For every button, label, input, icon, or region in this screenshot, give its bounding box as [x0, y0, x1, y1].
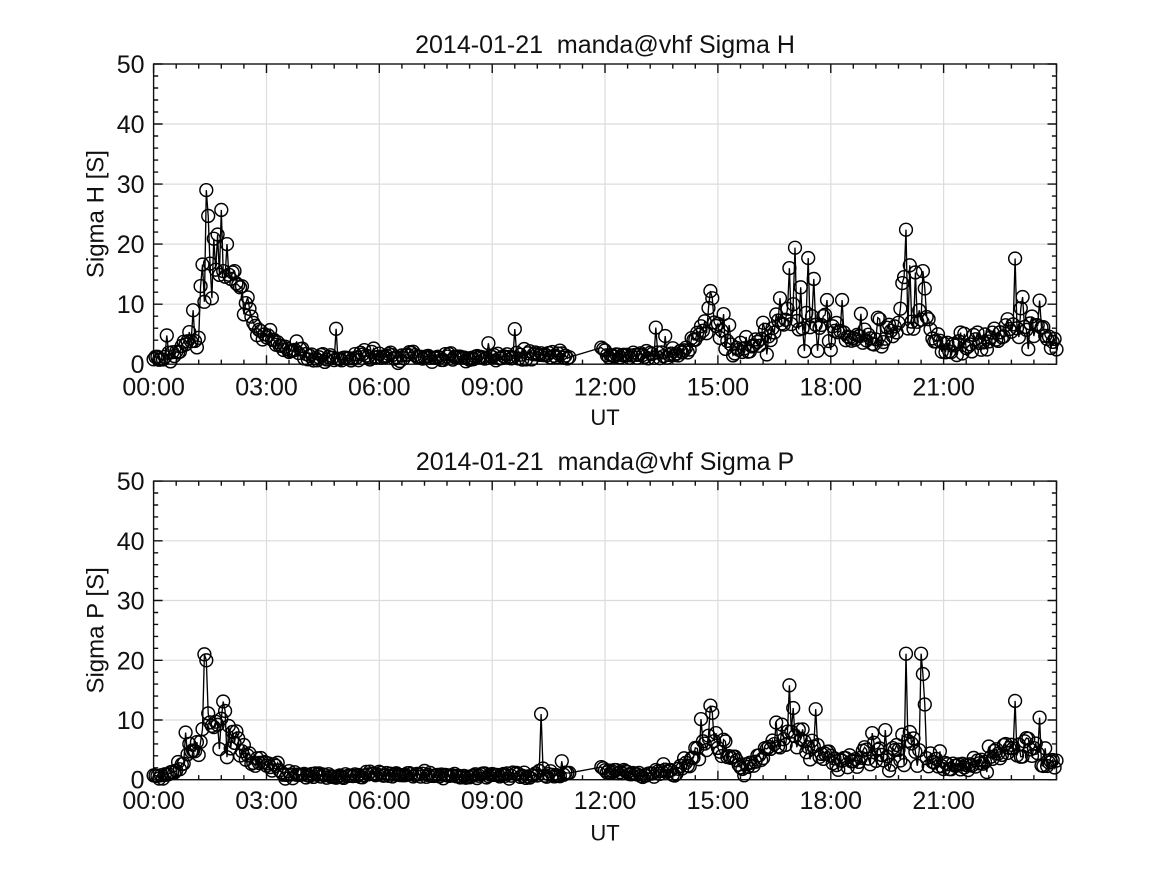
- svg-text:03:00: 03:00: [235, 374, 298, 402]
- svg-text:30: 30: [117, 171, 145, 199]
- svg-text:06:00: 06:00: [348, 374, 411, 402]
- svg-text:21:00: 21:00: [912, 374, 975, 402]
- svg-text:UT: UT: [590, 820, 619, 845]
- svg-text:15:00: 15:00: [687, 374, 750, 402]
- svg-text:12:00: 12:00: [574, 374, 637, 402]
- svg-text:20: 20: [117, 231, 145, 259]
- svg-text:0: 0: [131, 351, 145, 379]
- svg-text:40: 40: [117, 528, 145, 556]
- svg-text:09:00: 09:00: [461, 374, 524, 402]
- svg-text:Sigma P [S]: Sigma P [S]: [83, 567, 110, 693]
- svg-text:09:00: 09:00: [461, 787, 524, 815]
- svg-text:2014-01-21 manda@vhf Sigma P: 2014-01-21 manda@vhf Sigma P: [416, 448, 794, 476]
- svg-text:50: 50: [117, 51, 145, 79]
- svg-text:03:00: 03:00: [235, 787, 298, 815]
- svg-text:20: 20: [117, 647, 145, 675]
- svg-text:2014-01-21 manda@vhf Sigma H: 2014-01-21 manda@vhf Sigma H: [415, 31, 795, 59]
- svg-text:10: 10: [117, 291, 145, 319]
- svg-text:00:00: 00:00: [122, 374, 185, 402]
- svg-text:06:00: 06:00: [348, 787, 411, 815]
- svg-text:UT: UT: [590, 405, 619, 430]
- svg-text:15:00: 15:00: [687, 787, 750, 815]
- svg-text:0: 0: [131, 767, 145, 795]
- svg-text:40: 40: [117, 111, 145, 139]
- svg-text:10: 10: [117, 707, 145, 735]
- svg-text:21:00: 21:00: [912, 787, 975, 815]
- svg-text:18:00: 18:00: [800, 374, 863, 402]
- svg-text:30: 30: [117, 588, 145, 616]
- svg-text:Sigma H [S]: Sigma H [S]: [83, 150, 110, 278]
- svg-text:00:00: 00:00: [122, 787, 185, 815]
- svg-text:18:00: 18:00: [800, 787, 863, 815]
- svg-text:50: 50: [117, 468, 145, 496]
- svg-text:12:00: 12:00: [574, 787, 637, 815]
